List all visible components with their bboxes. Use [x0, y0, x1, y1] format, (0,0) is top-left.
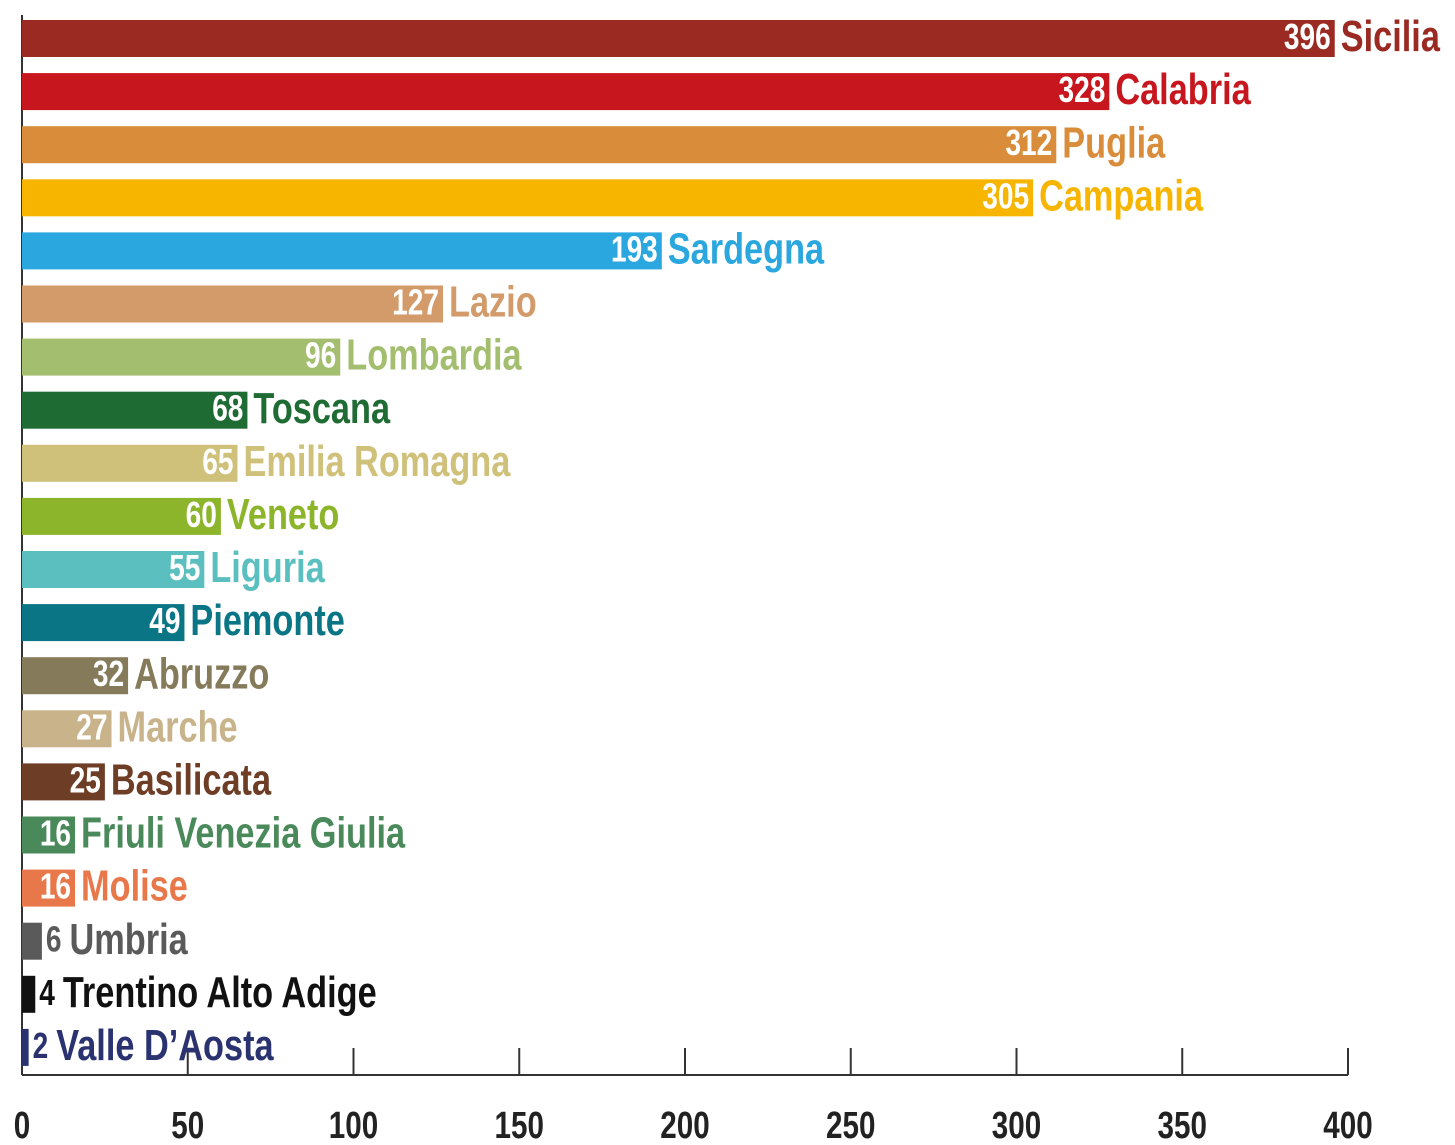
value-label: 16 — [40, 813, 71, 853]
bar — [22, 763, 105, 801]
x-tick-label: 350 — [1158, 1105, 1207, 1145]
bar — [22, 232, 662, 270]
category-label: Umbria — [70, 915, 189, 964]
bar — [22, 179, 1034, 217]
value-label: 328 — [1058, 70, 1105, 110]
bar — [22, 922, 42, 960]
value-label: 2 — [33, 1026, 49, 1066]
x-tick-label: 200 — [660, 1105, 709, 1145]
value-label: 60 — [186, 495, 217, 535]
category-label: Campania — [1039, 171, 1204, 220]
value-label: 16 — [40, 866, 71, 906]
category-label: Marche — [118, 702, 238, 751]
x-tick-label: 50 — [171, 1105, 204, 1145]
value-label: 49 — [149, 601, 180, 641]
bar — [22, 20, 1335, 57]
category-label: Puglia — [1062, 118, 1166, 167]
x-tick-label: 0 — [14, 1105, 30, 1145]
bar — [22, 73, 1110, 111]
value-label: 4 — [39, 972, 55, 1012]
x-tick-label: 100 — [329, 1105, 378, 1145]
bar — [22, 816, 76, 854]
value-label: 68 — [212, 388, 243, 428]
value-label: 6 — [46, 919, 62, 959]
bar — [22, 604, 185, 642]
value-label: 396 — [1284, 17, 1331, 57]
value-label: 25 — [70, 760, 101, 800]
category-label: Valle D’Aosta — [56, 1021, 274, 1070]
category-label: Trentino Alto Adige — [63, 968, 377, 1017]
category-label: Calabria — [1115, 65, 1251, 114]
category-label: Emilia Romagna — [243, 437, 511, 486]
bar — [22, 444, 238, 482]
x-tick-label: 250 — [826, 1105, 875, 1145]
value-label: 27 — [76, 707, 107, 747]
x-tick-label: 150 — [495, 1105, 544, 1145]
category-label: Sardegna — [668, 224, 825, 273]
bar — [22, 551, 205, 588]
value-label: 32 — [93, 654, 124, 694]
value-label: 193 — [611, 229, 658, 269]
category-label: Lazio — [449, 278, 537, 327]
category-label: Toscana — [253, 384, 391, 433]
bar — [22, 1028, 29, 1066]
category-label: Friuli Venezia Giulia — [81, 809, 406, 858]
value-label: 55 — [169, 548, 200, 588]
bar — [22, 285, 444, 323]
category-label: Sicilia — [1341, 12, 1441, 61]
x-tick-label: 400 — [1323, 1105, 1372, 1145]
category-label: Veneto — [227, 490, 339, 539]
bar — [22, 869, 76, 907]
bar — [22, 657, 129, 695]
value-label: 96 — [305, 335, 336, 375]
value-label: 312 — [1005, 123, 1052, 163]
category-label: Molise — [81, 862, 188, 911]
category-label: Lombardia — [346, 331, 522, 380]
bar — [22, 710, 112, 748]
value-label: 305 — [982, 176, 1029, 216]
bar — [22, 975, 36, 1013]
category-label: Piemonte — [190, 596, 344, 645]
category-label: Basilicata — [111, 755, 272, 804]
category-label: Liguria — [210, 543, 325, 592]
bar — [22, 338, 341, 376]
category-label: Abruzzo — [134, 649, 269, 698]
bar — [22, 497, 221, 535]
value-label: 65 — [202, 441, 233, 481]
x-tick-label: 300 — [992, 1105, 1041, 1145]
bar — [22, 126, 1057, 164]
bar — [22, 391, 248, 429]
value-label: 127 — [392, 282, 439, 322]
